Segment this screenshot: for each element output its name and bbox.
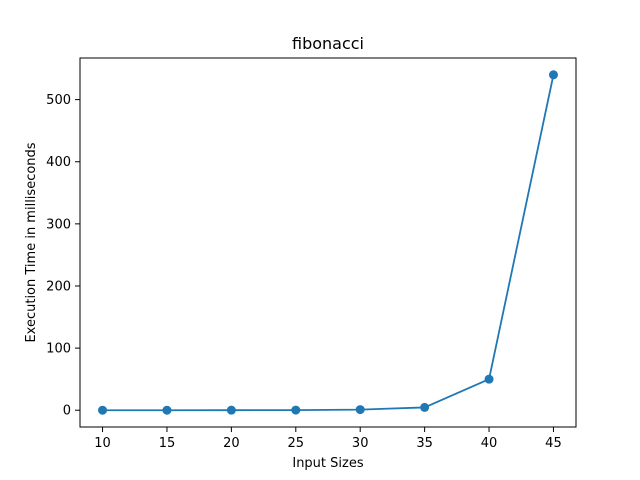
data-point bbox=[98, 405, 108, 415]
y-tick-label: 0 bbox=[63, 404, 71, 419]
data-point bbox=[291, 405, 301, 415]
x-tick-label: 30 bbox=[352, 436, 369, 451]
y-axis: 0 100 200 300 400 500 bbox=[46, 93, 80, 419]
series-line bbox=[102, 74, 555, 412]
chart-title: fibonacci bbox=[292, 34, 364, 53]
plot-area bbox=[98, 70, 558, 415]
y-tick-label: 400 bbox=[46, 155, 71, 170]
data-point bbox=[484, 374, 494, 384]
y-tick-label: 300 bbox=[46, 217, 71, 232]
y-tick-label: 500 bbox=[46, 93, 71, 108]
x-tick-label: 20 bbox=[223, 436, 240, 451]
x-tick-label: 40 bbox=[481, 436, 498, 451]
x-axis-title: Input Sizes bbox=[292, 456, 363, 471]
x-tick-label: 15 bbox=[159, 436, 176, 451]
x-tick-label: 10 bbox=[94, 436, 111, 451]
data-point bbox=[226, 405, 236, 415]
data-point bbox=[548, 70, 558, 80]
y-tick-label: 100 bbox=[46, 342, 71, 357]
axes-frame bbox=[79, 57, 577, 428]
x-axis: 10 15 20 25 30 35 40 45 bbox=[94, 427, 562, 451]
x-tick-label: 35 bbox=[416, 436, 433, 451]
x-tick-label: 45 bbox=[545, 436, 562, 451]
data-point bbox=[162, 405, 172, 415]
y-axis-title: Execution Time in milliseconds bbox=[24, 142, 39, 342]
data-point bbox=[420, 402, 430, 412]
y-tick-label: 200 bbox=[46, 279, 71, 294]
data-point bbox=[355, 405, 365, 415]
x-tick-label: 25 bbox=[288, 436, 305, 451]
